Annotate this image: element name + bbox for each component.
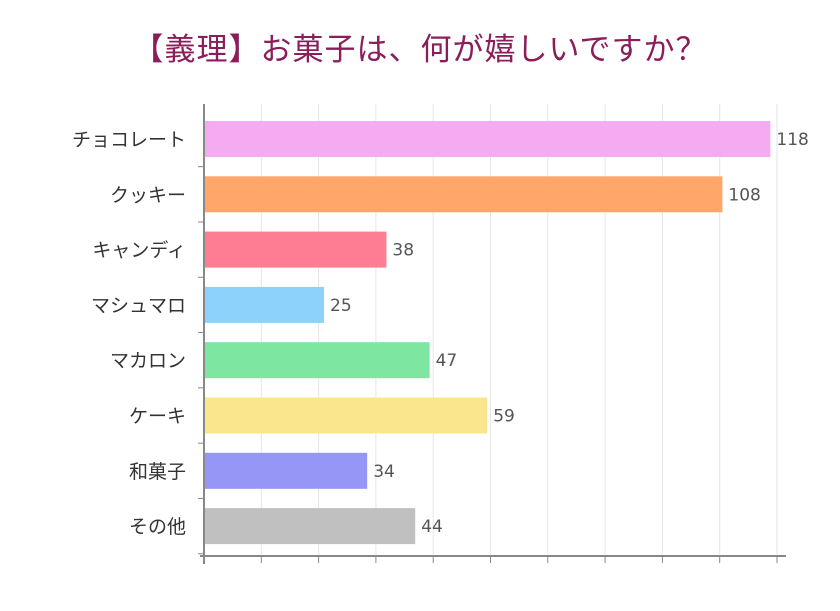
bar [204,452,368,489]
bar [204,397,488,434]
category-label: チョコレート [72,129,186,151]
data-label: 34 [373,462,395,482]
bars: 118 チョコレート 108 クッキー 38 キャンディ 25 マシュマロ 47 マカロン 59 ケー… [72,121,809,555]
category-label: クッキー [110,184,186,206]
bar [204,121,771,157]
data-label: 25 [330,296,352,316]
category-label: キャンディ [92,240,186,262]
data-label: 38 [392,241,414,261]
data-label: 118 [776,130,808,150]
category-label: マシュマロ [91,295,186,317]
bar [204,286,324,323]
bar [204,176,723,213]
category-label: ケーキ [129,406,186,428]
x-ticks [203,556,778,563]
category-label: 和菓子 [129,461,186,483]
data-label: 59 [493,407,515,427]
chart-title: 【義理】お菓子は、何が嬉しいですか？ [132,32,708,68]
category-label: その他 [129,516,186,538]
data-label: 44 [421,517,443,537]
data-label: 108 [728,185,760,205]
bar [204,231,387,268]
category-label: マカロン [110,350,186,372]
bar [204,342,430,379]
data-label: 47 [436,351,458,371]
bar [204,508,416,545]
